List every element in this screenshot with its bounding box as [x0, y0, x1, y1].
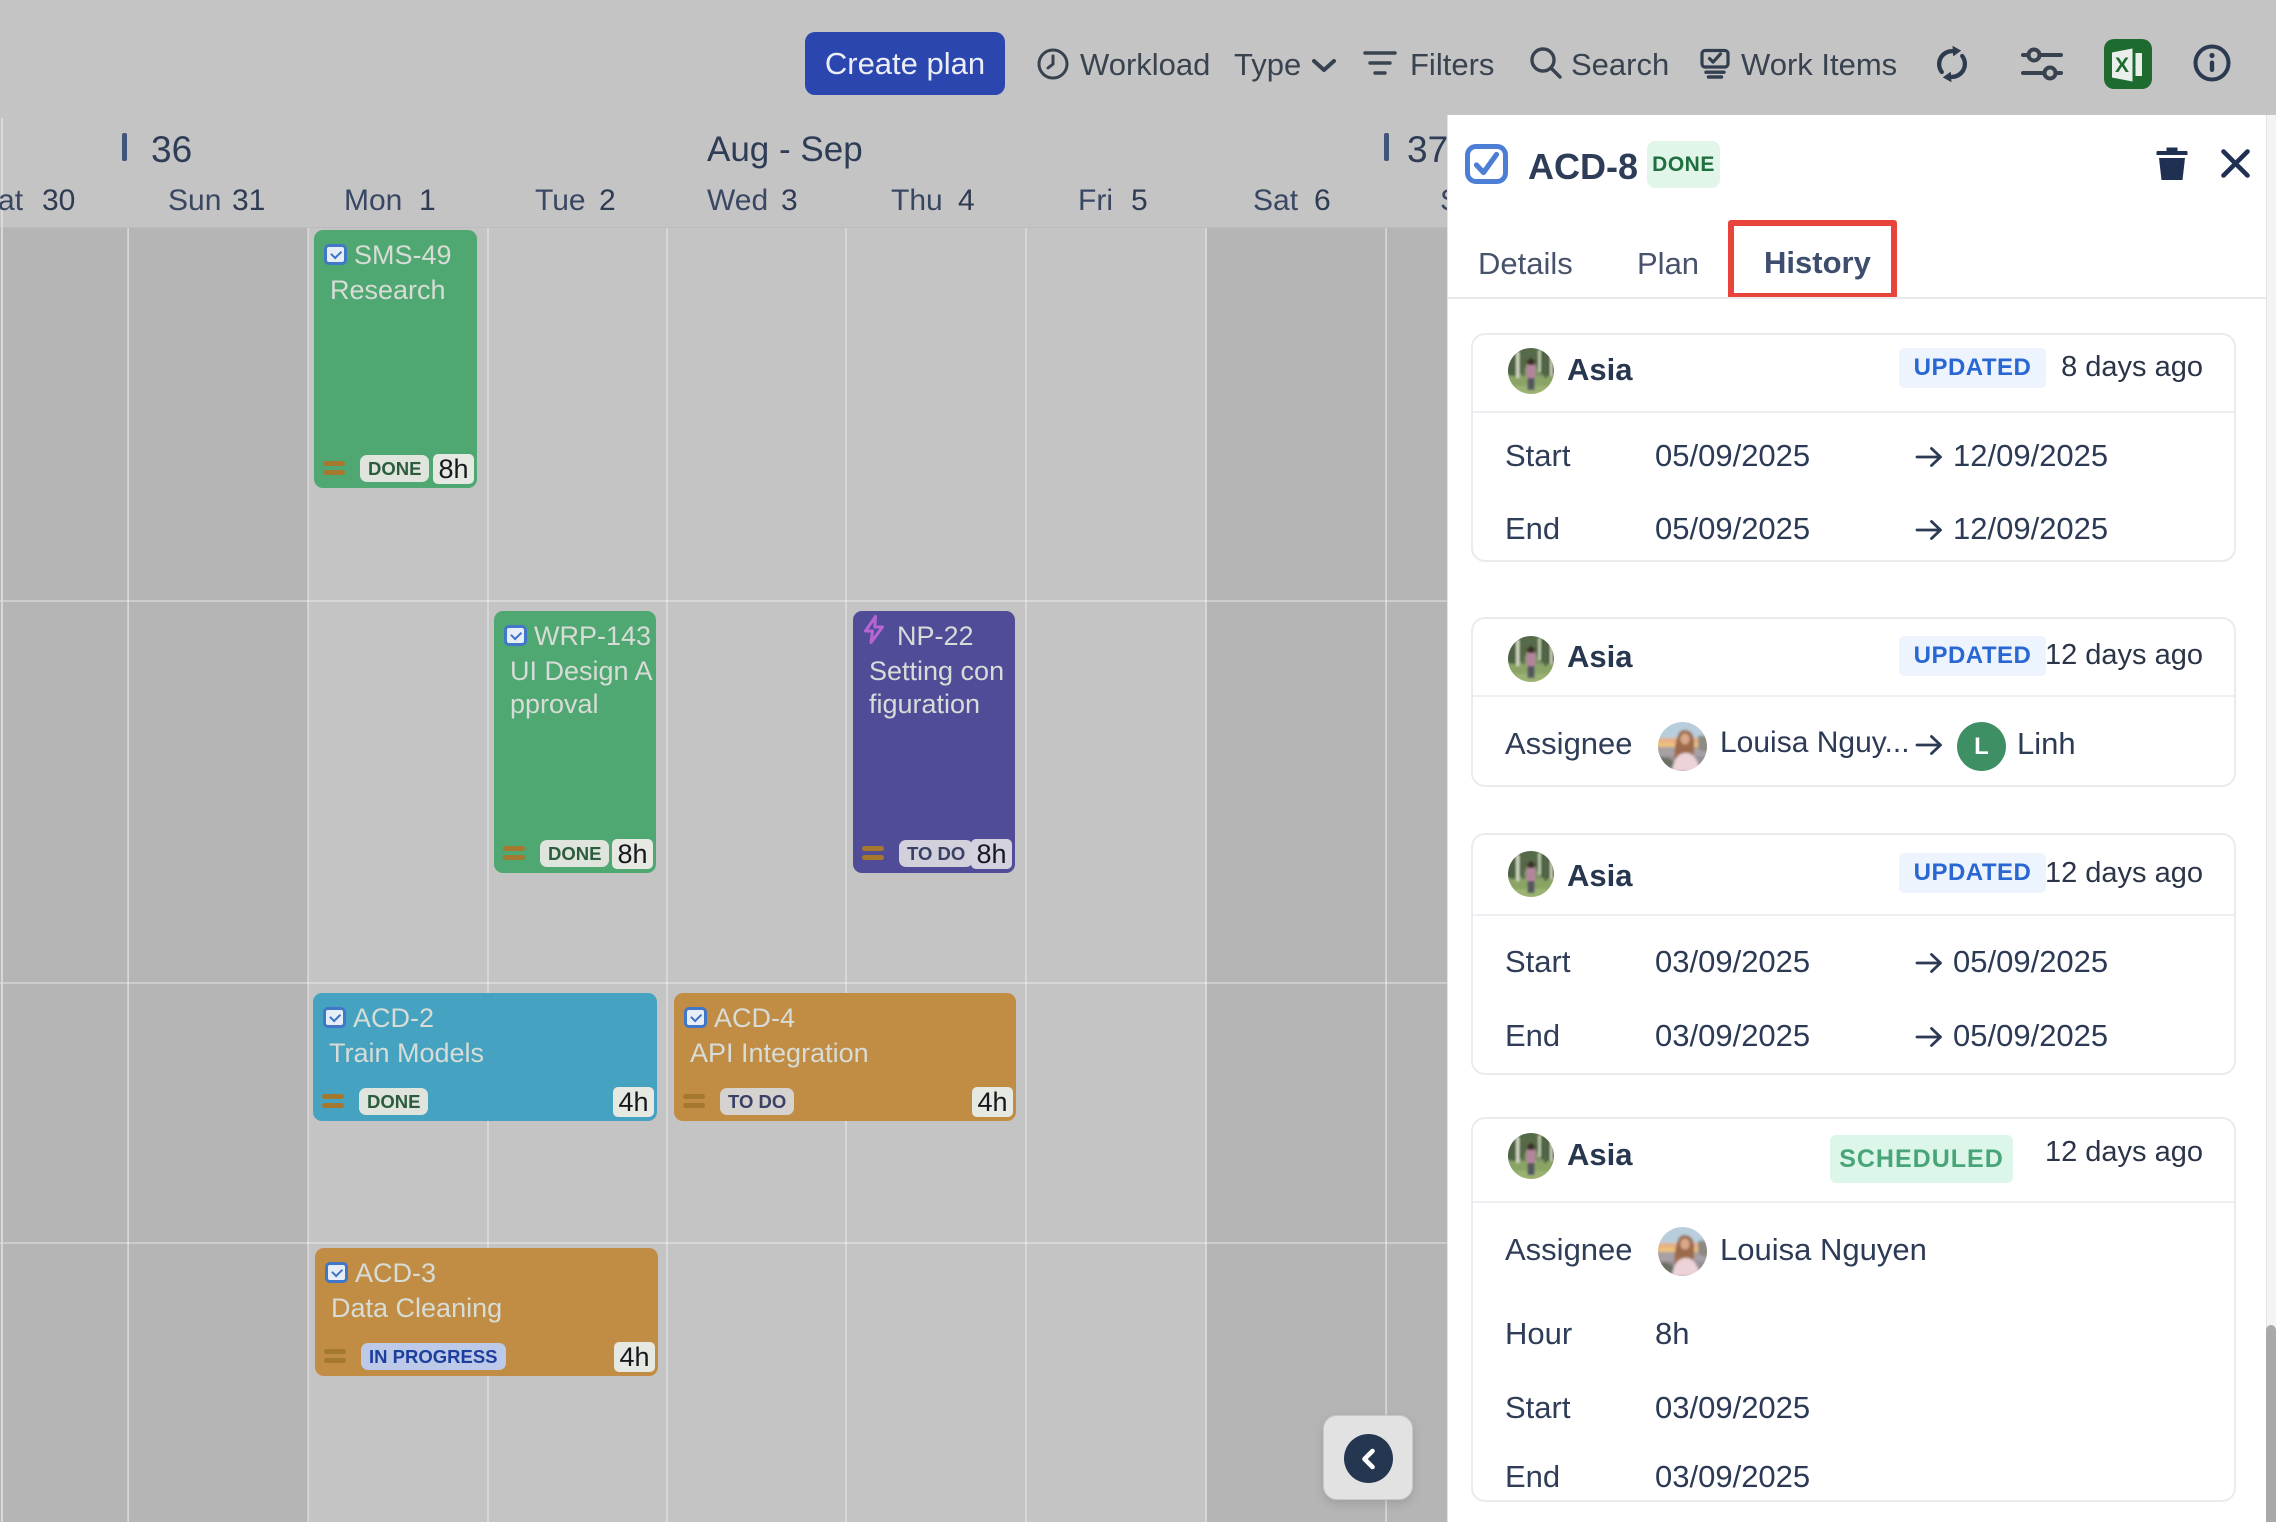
svg-text:X: X — [2115, 54, 2129, 77]
